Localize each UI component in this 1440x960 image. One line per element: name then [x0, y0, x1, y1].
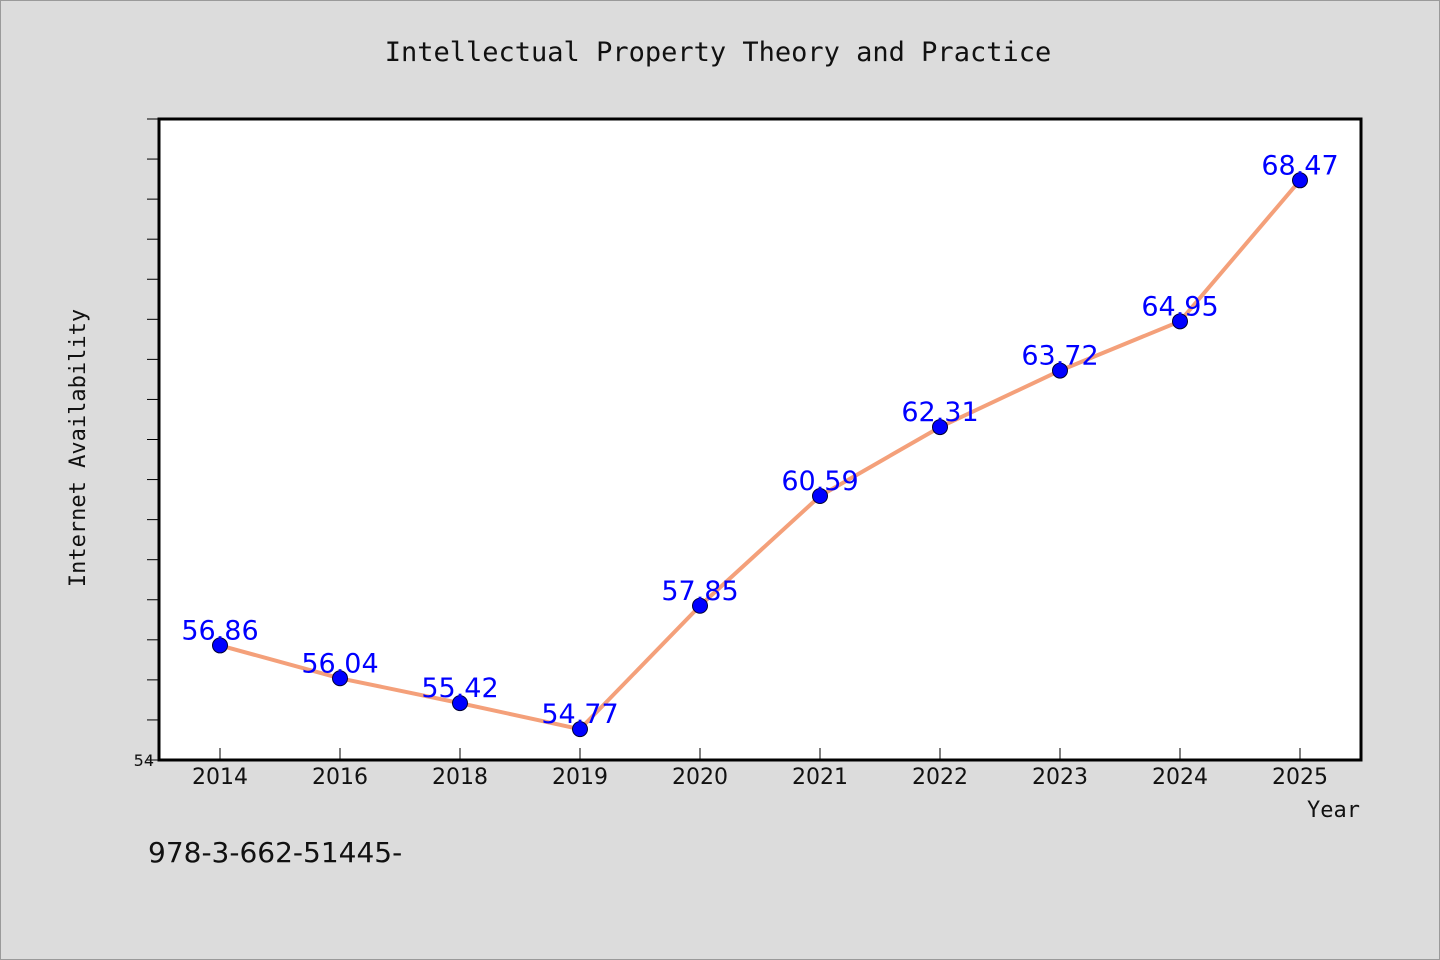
data-label: 64.95 [1141, 291, 1218, 322]
x-axis-title: Year [1307, 798, 1360, 823]
data-label: 55.42 [421, 673, 498, 704]
data-label: 62.31 [901, 397, 978, 428]
data-point [212, 637, 228, 654]
y-axis-title: Internet Availability [66, 309, 91, 587]
x-tick-label: 2022 [912, 765, 968, 790]
data-point [452, 695, 468, 712]
data-point [932, 419, 948, 436]
data-label: 60.59 [781, 466, 858, 497]
plot-area [157, 117, 1363, 762]
data-point [812, 487, 828, 504]
x-tick-label: 2019 [552, 765, 608, 790]
x-tick-label: 2024 [1152, 765, 1208, 790]
data-label: 54.77 [541, 699, 618, 730]
data-label: 56.04 [301, 648, 378, 679]
footer-text: 978-3-662-51445- [148, 836, 402, 869]
y-tick-label: 54 [134, 751, 154, 770]
x-tick-label: 2021 [792, 765, 848, 790]
series-layer: 56.86 56.04 55.42 54.77 57.85 60.59 62.31 63.72… [181, 150, 1339, 738]
x-tick-label: 2014 [192, 765, 248, 790]
series-line [219, 178, 1302, 732]
x-tick-label: 2016 [312, 765, 368, 790]
data-point [1052, 362, 1068, 379]
data-point [692, 597, 708, 614]
data-point [572, 721, 588, 738]
data-point [1292, 172, 1308, 189]
x-axis: 2014 2016 2018 2019 2020 2021 2022 2023 2024 2025 [192, 748, 1328, 790]
y-axis: 54 [134, 118, 159, 770]
data-point [1172, 313, 1188, 330]
x-tick-label: 2018 [432, 765, 488, 790]
data-label: 63.72 [1021, 341, 1098, 372]
data-label: 56.86 [181, 615, 258, 646]
data-label: 57.85 [661, 576, 738, 607]
x-tick-label: 2020 [672, 765, 728, 790]
data-point [332, 670, 348, 687]
x-tick-label: 2025 [1272, 765, 1328, 790]
x-tick-label: 2023 [1032, 765, 1088, 790]
chart-title: Intellectual Property Theory and Practic… [385, 37, 1051, 68]
data-label: 68.47 [1261, 150, 1338, 181]
